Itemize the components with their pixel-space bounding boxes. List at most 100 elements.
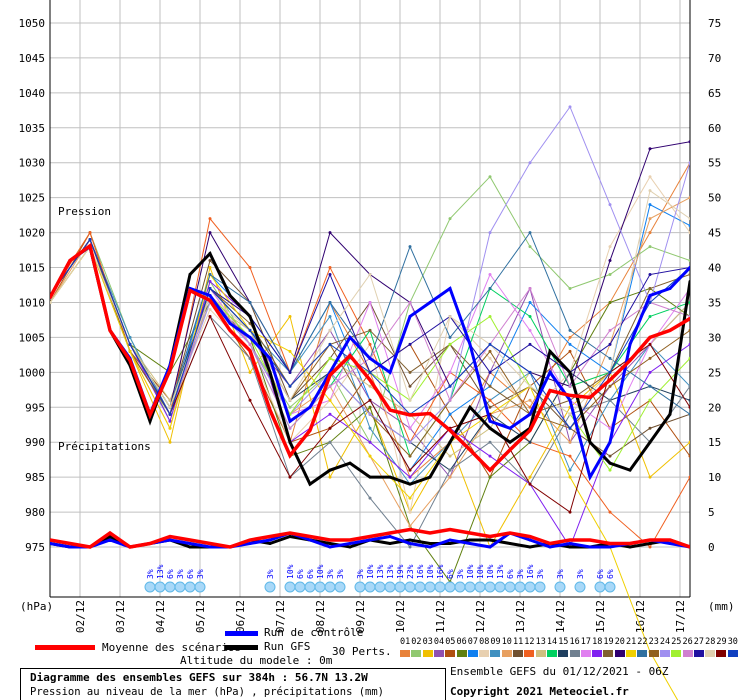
perturbation-21-pressure-line-point [168,426,172,430]
perturbation-20-pressure-line-point [688,140,690,144]
perturbation-19-pressure-line-point [688,273,690,277]
perturbation-28-pressure-line-point [50,300,52,304]
series-group [50,105,690,700]
perturbation-28-pressure-line-point [648,189,652,193]
perturbation-29-pressure-line-point [208,314,212,318]
snow-probability-label: 16% [526,564,535,579]
perturbation-21-pressure-line-point [288,349,292,353]
perturbation-24-pressure-line-point [408,440,412,444]
perturbation-color-swatch [422,650,433,657]
perturbation-24-pressure-line-point [368,412,372,416]
snowflake-icon [334,581,346,593]
perturbation-number: 22 [637,637,648,647]
snowflake-icon [414,581,426,593]
control-precip-line-point [188,542,192,546]
snowflake-icon [554,581,566,593]
perturbation-17-pressure-line-point [448,370,452,374]
perturbation-03-pressure-line-point [168,440,172,444]
snow-probability-label: 3% [326,569,335,579]
perturbation-24-pressure-line-point [608,203,612,207]
control-pressure-line-point [488,419,492,423]
control-precip-line-point [448,538,452,542]
x-date-label: 13/12 [514,600,527,633]
control-precip-line-point [468,542,472,546]
control-precip-line-point [588,545,592,549]
snowflake-icon [384,581,396,593]
snowflake-icon [294,581,306,593]
control-pressure-line-point [548,370,552,374]
perturbation-29-pressure-line-point [248,398,252,402]
perturbation-28-pressure-line-point [448,314,452,318]
mean-pressure-line-point [488,468,492,472]
perturbation-color-swatch [479,650,490,657]
perturbation-number: 13 [535,637,546,647]
perturbation-color-swatch [659,650,670,657]
perturbation-10-pressure-line-point [448,475,452,479]
y-left-tick-label: 990 [25,436,45,449]
perturbation-color-swatch [716,650,727,657]
perturbation-number: 19 [603,637,614,647]
control-pressure-line-point [508,426,512,430]
y-right-tick-label: 25 [708,366,721,379]
perturbation-01-pressure-line-point [568,335,572,339]
control-precip-line-point [428,545,432,549]
perturbation-07-pressure-line-point [448,412,452,416]
snow-probability-label: 3% [336,569,345,579]
left-unit: (hPa) [20,600,54,613]
mean-pressure-line-point [548,388,552,392]
legend-control-swatch [225,631,258,636]
perturbation-08-pressure-line-point [608,245,612,249]
perturbation-14-pressure-line-point [528,314,532,318]
y-left-tick-label: 1050 [19,17,46,30]
perturbation-color-swatch [467,650,478,657]
mean-precip-line-point [348,538,352,542]
gfs-pressure-line-point [648,440,652,444]
perturbation-17-pressure-line-point [608,426,612,430]
perturbation-22-pressure-line-point [648,384,652,388]
mean-precip-line-point [308,535,312,539]
snowflake-icon [154,581,166,593]
precip-label: Précipitations [58,440,151,453]
snow-probability-label: 16% [436,564,445,579]
perturbation-color-swatch [637,650,648,657]
snowflake-icon [444,581,456,593]
mean-precip-line-point [508,531,512,535]
perturbation-23-pressure-line-point [648,356,652,360]
control-pressure-line-point [268,356,272,360]
perturbation-12-pressure-line-point [608,510,612,514]
snowflake-icon [424,581,436,593]
control-pressure-line-point [448,286,452,290]
x-date-label: 09/12 [354,600,367,633]
snow-probability-label: 3% [456,569,465,579]
perturbation-28-pressure-line-point [528,384,532,388]
perturbation-number: 12 [524,637,535,647]
perturbation-10-pressure-line-point [408,524,412,528]
perturbation-07-pressure-line-point [648,203,652,207]
control-precip-line-point [108,538,112,542]
perturbation-24-pressure-line-point [528,161,532,165]
x-date-label: 04/12 [154,600,167,633]
control-pressure-line-point [668,286,672,290]
perturbation-20-pressure-line-point [328,231,332,235]
perturbation-30-pressure-line-point [368,370,372,374]
chart-title: Diagramme des ensembles GEFS sur 384h : … [30,671,368,684]
perturbation-number: 25 [671,637,682,647]
gfs-precip-line-point [108,535,112,539]
snow-probability-label: 3% [576,569,585,579]
control-pressure-line-point [388,370,392,374]
perturbation-27-pressure-line-point [328,273,332,277]
perturbation-05-pressure-line-point [688,454,690,458]
mean-precip-line-point [288,531,292,535]
perturbation-number: 07 [467,637,479,647]
mean-pressure-line-point [308,428,312,432]
perturbation-07-pressure-line-point [688,224,690,228]
control-precip-line-point [348,542,352,546]
perturbation-color-swatch [558,650,569,657]
perturbation-28-pressure-line-point [328,328,332,332]
perturbation-12-pressure-line-point [488,398,492,402]
perturbation-30-pressure-line-point [88,238,92,242]
mean-precip-line-point [88,545,92,549]
perturbation-26-pressure-line-point [448,398,452,402]
